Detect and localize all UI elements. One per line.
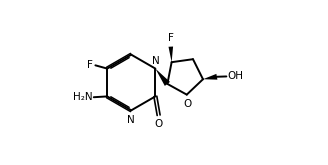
Text: F: F <box>168 33 174 43</box>
Text: OH: OH <box>227 71 243 82</box>
Text: H₂N: H₂N <box>73 92 93 102</box>
Text: O: O <box>183 99 192 109</box>
Text: F: F <box>87 60 92 69</box>
Polygon shape <box>169 47 173 62</box>
Text: N: N <box>153 56 160 66</box>
Text: O: O <box>155 119 163 129</box>
Polygon shape <box>203 74 217 80</box>
Polygon shape <box>155 69 170 86</box>
Text: N: N <box>127 115 135 125</box>
